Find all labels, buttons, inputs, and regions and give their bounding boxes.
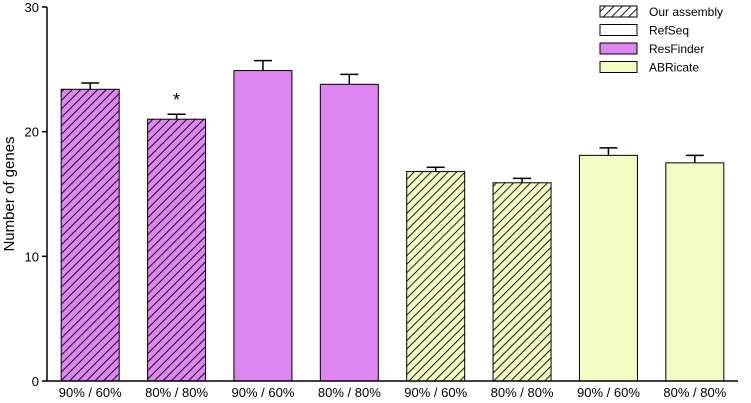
legend: Our assembly RefSeq ResFinder ABRicate: [599, 5, 723, 75]
legend-swatch: [599, 42, 638, 55]
y-tick-label: 30: [25, 0, 39, 15]
error-bar-4: [340, 73, 359, 85]
error-bar-8: [685, 154, 704, 163]
legend-label: ABRicate: [649, 61, 699, 75]
bar-8: [665, 162, 725, 382]
error-bar-5: [426, 166, 445, 172]
y-tick-label: 0: [32, 374, 39, 389]
bar-6: [492, 182, 552, 382]
y-tick-label: 20: [25, 125, 39, 140]
x-tick-label: 90% / 60%: [232, 385, 295, 400]
legend-label: Our assembly: [649, 5, 723, 19]
significance-marker: *: [173, 90, 180, 110]
y-axis-label: Number of genes: [1, 136, 18, 251]
bar-5: [406, 171, 466, 382]
x-tick-label: 80% / 80%: [663, 385, 726, 400]
x-tick-label: 90% / 60%: [59, 385, 122, 400]
legend-label: ResFinder: [649, 42, 704, 56]
error-bar-7: [599, 147, 618, 156]
error-bar-3: [253, 59, 272, 71]
bar-7: [578, 154, 638, 382]
bar-4: [319, 83, 379, 382]
error-bar-2: [167, 113, 186, 120]
legend-swatch: [599, 5, 638, 18]
error-bar-1: [81, 82, 100, 90]
x-tick-label: 80% / 80%: [491, 385, 554, 400]
bar-3: [233, 70, 293, 382]
bars-layer: *: [60, 59, 725, 382]
x-tick-label: 90% / 60%: [404, 385, 467, 400]
axes-layer: 90% / 60% 80% / 80% 90% / 60% 80% / 80% 90% …: [1, 0, 738, 400]
x-tick-label: 80% / 80%: [145, 385, 208, 400]
bar-1: [60, 88, 120, 382]
x-tick-label: 90% / 60%: [577, 385, 640, 400]
y-tick-label: 10: [25, 249, 39, 264]
bar-2: [147, 118, 207, 382]
error-bar-6: [513, 177, 532, 183]
x-tick-label: 80% / 80%: [318, 385, 381, 400]
legend-label: RefSeq: [649, 24, 689, 38]
legend-swatch: [599, 24, 638, 36]
legend-swatch: [599, 61, 638, 73]
